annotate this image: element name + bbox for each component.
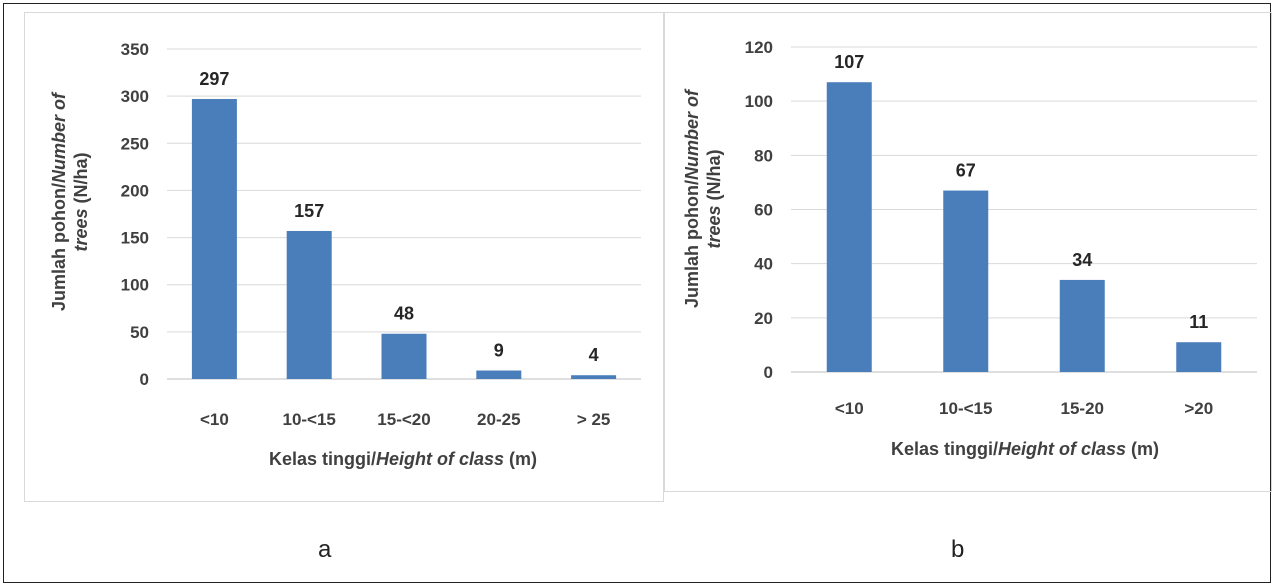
data-label: 157 <box>294 201 324 221</box>
x-tick-label: 15-20 <box>1061 399 1104 418</box>
y-tick-label: 120 <box>745 38 773 57</box>
bar <box>1176 342 1222 372</box>
y-axis-title-part: trees <box>71 208 91 251</box>
panel-label-a: a <box>318 536 332 563</box>
bar <box>381 333 427 379</box>
data-label: 34 <box>1072 250 1092 270</box>
x-axis-title-part: (m) <box>1126 439 1159 459</box>
y-axis-title-part: Number of <box>682 88 702 180</box>
x-axis-title-part: (m) <box>504 449 537 469</box>
bar <box>286 230 332 379</box>
y-tick-label: 100 <box>121 276 149 295</box>
x-axis-title-part: Height of class <box>376 449 504 469</box>
data-label: 107 <box>834 52 864 72</box>
bar <box>943 190 989 372</box>
figure-frame <box>3 3 1271 583</box>
y-axis-title-part: Jumlah pohon/ <box>49 183 69 311</box>
y-tick-label: 0 <box>140 370 149 389</box>
data-label: 297 <box>199 69 229 89</box>
y-tick-label: 40 <box>754 255 773 274</box>
data-label: 48 <box>394 304 414 324</box>
bar <box>191 98 237 379</box>
y-axis-title-part: (N/ha) <box>71 152 91 208</box>
y-tick-label: 0 <box>764 363 773 382</box>
y-axis-title-part: (N/ha) <box>704 149 724 205</box>
bar <box>1059 279 1105 372</box>
y-tick-label: 20 <box>754 309 773 328</box>
y-axis-title-part: Number of <box>49 91 69 183</box>
y-axis-title-part: trees <box>704 205 724 248</box>
y-axis-title-line1: Jumlah pohon/Number of <box>682 88 702 308</box>
y-tick-label: 350 <box>121 40 149 59</box>
x-tick-label: <10 <box>200 410 229 429</box>
data-label: 9 <box>494 341 504 361</box>
y-tick-label: 250 <box>121 134 149 153</box>
x-tick-label: <10 <box>835 399 864 418</box>
y-tick-label: 200 <box>121 181 149 200</box>
data-label: 4 <box>589 345 599 365</box>
bar <box>476 370 522 379</box>
x-axis-title-part: Kelas tinggi/ <box>269 449 376 469</box>
x-tick-label: 10-<15 <box>939 399 992 418</box>
y-axis-title-line2: trees (N/ha) <box>71 152 91 251</box>
y-tick-label: 100 <box>745 92 773 111</box>
x-tick-label: 15-<20 <box>377 410 430 429</box>
x-tick-label: > 25 <box>577 410 611 429</box>
panel-label-b: b <box>951 536 965 563</box>
x-axis-title-part: Kelas tinggi/ <box>891 439 998 459</box>
y-tick-label: 80 <box>754 146 773 165</box>
bar <box>571 375 617 379</box>
x-tick-label: >20 <box>1184 399 1213 418</box>
y-tick-label: 300 <box>121 87 149 106</box>
chart-a: 0 50 100 150 200 250 300 350 297 <10 157 10-<15 48 15… <box>24 12 664 502</box>
y-axis-title-line2: trees (N/ha) <box>704 149 724 248</box>
y-axis-title-part: Jumlah pohon/ <box>682 180 702 308</box>
data-label: 67 <box>956 161 976 181</box>
x-tick-label: 20-25 <box>477 410 520 429</box>
x-axis-title: Kelas tinggi/Height of class (m) <box>269 449 537 469</box>
x-tick-label: 10-<15 <box>282 410 335 429</box>
y-tick-label: 60 <box>754 201 773 220</box>
y-tick-label: 50 <box>130 323 149 342</box>
x-axis-title-part: Height of class <box>998 439 1126 459</box>
bar <box>826 82 872 372</box>
data-label: 11 <box>1189 312 1208 332</box>
x-axis-title: Kelas tinggi/Height of class (m) <box>891 439 1159 459</box>
y-axis-title-line1: Jumlah pohon/Number of <box>49 91 69 311</box>
chart-b: 0 20 40 60 80 100 120 107 <10 67 10-<15 34 15-20 11 >2… <box>664 12 1272 492</box>
y-tick-label: 150 <box>121 229 149 248</box>
